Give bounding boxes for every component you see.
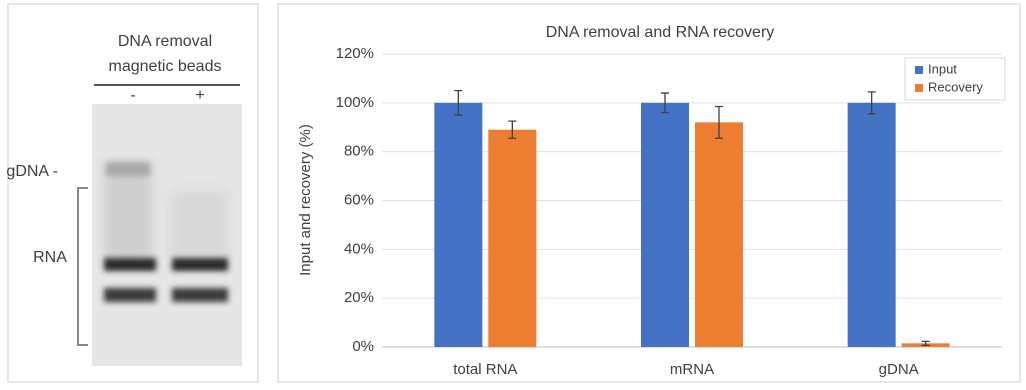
gel-label: RNA: [33, 249, 67, 266]
lane-label: -: [130, 87, 135, 104]
bar: [488, 130, 536, 347]
x-tick-label: total RNA: [453, 361, 517, 378]
y-tick-label: 40%: [344, 240, 374, 257]
x-tick-label: gDNA: [879, 361, 919, 378]
gel-heading: magnetic beads: [109, 58, 222, 75]
y-tick-label: 100%: [336, 94, 374, 111]
figure: DNA removal magnetic beads - + gDNA - RN…: [0, 0, 1026, 385]
bar: [695, 122, 743, 347]
legend-label: Recovery: [928, 79, 983, 94]
bar: [848, 103, 896, 347]
x-tick-label: mRNA: [670, 361, 714, 378]
gel-label: gDNA -: [6, 163, 58, 180]
y-tick-label: 20%: [344, 289, 374, 306]
bracket: [78, 188, 88, 345]
lane-label: +: [195, 87, 204, 104]
bar: [641, 103, 689, 347]
bar: [434, 103, 482, 347]
gel-heading: DNA removal: [118, 33, 212, 50]
legend-swatch: [915, 66, 923, 74]
gel-image: [92, 104, 242, 366]
y-tick-label: 60%: [344, 191, 374, 208]
legend-swatch: [915, 84, 923, 92]
y-axis-label: Input and recovery (%): [297, 124, 314, 276]
y-tick-label: 0%: [352, 338, 374, 355]
y-tick-label: 80%: [344, 143, 374, 160]
y-tick-label: 120%: [336, 45, 374, 62]
chart-title: DNA removal and RNA recovery: [546, 24, 775, 41]
legend-label: Input: [928, 61, 957, 76]
page: {"gel": {"heading": ["DNA removal", "mag…: [0, 0, 1026, 385]
